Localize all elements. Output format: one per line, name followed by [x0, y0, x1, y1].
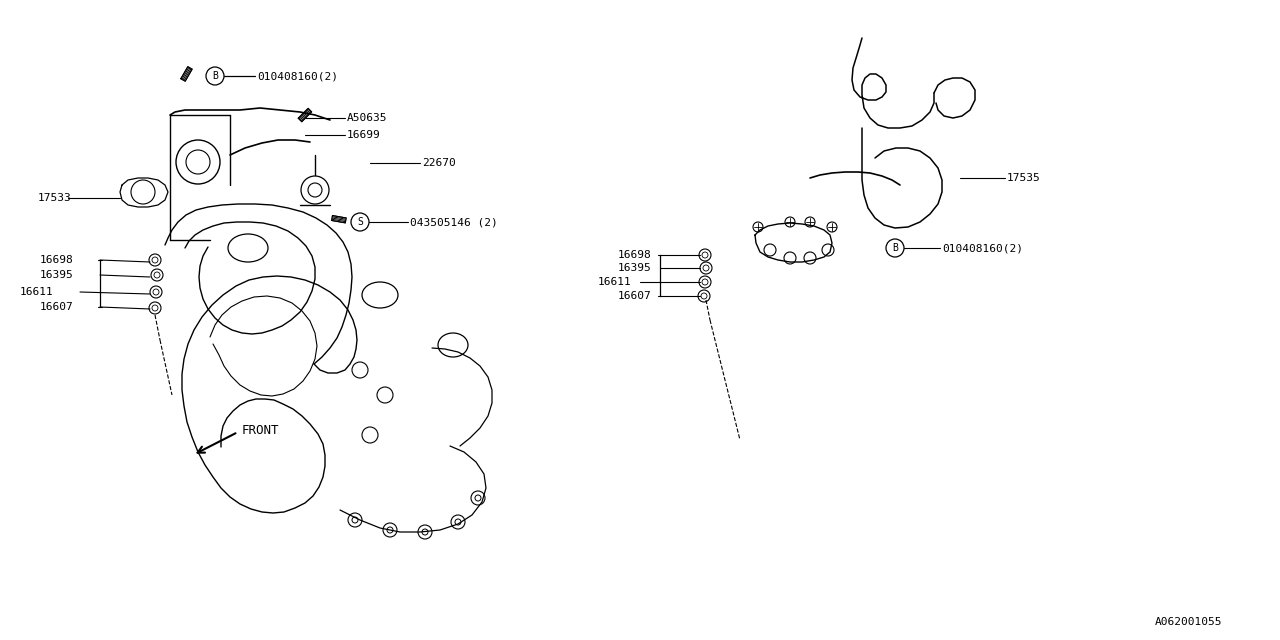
Text: 16611: 16611: [20, 287, 54, 297]
Text: 16698: 16698: [40, 255, 74, 265]
Text: 16395: 16395: [618, 263, 652, 273]
Text: B: B: [212, 71, 218, 81]
Circle shape: [206, 67, 224, 85]
Circle shape: [351, 213, 369, 231]
Text: 17533: 17533: [38, 193, 72, 203]
Circle shape: [886, 239, 904, 257]
Text: 16607: 16607: [618, 291, 652, 301]
Text: S: S: [357, 217, 364, 227]
Text: 16611: 16611: [598, 277, 632, 287]
Text: 010408160(2): 010408160(2): [942, 243, 1023, 253]
Text: 17535: 17535: [1007, 173, 1041, 183]
Text: 16607: 16607: [40, 302, 74, 312]
Text: 16395: 16395: [40, 270, 74, 280]
Text: 16699: 16699: [347, 130, 380, 140]
Text: 22670: 22670: [422, 158, 456, 168]
Text: 010408160(2): 010408160(2): [257, 71, 338, 81]
Text: B: B: [892, 243, 899, 253]
Text: A062001055: A062001055: [1155, 617, 1222, 627]
Text: A50635: A50635: [347, 113, 388, 123]
Text: FRONT: FRONT: [242, 424, 279, 436]
Text: 043505146 (2): 043505146 (2): [410, 217, 498, 227]
Text: 16698: 16698: [618, 250, 652, 260]
